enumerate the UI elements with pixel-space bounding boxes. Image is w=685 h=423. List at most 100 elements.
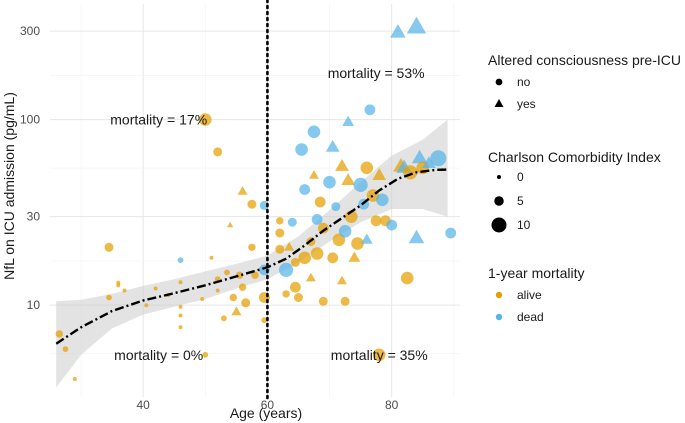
legend-key-color <box>495 313 503 321</box>
data-point-circle <box>310 247 324 260</box>
legend-key-circle <box>495 78 503 86</box>
data-point-triangle <box>341 173 356 185</box>
data-point-triangle <box>411 149 428 164</box>
y-tick-label: 100 <box>20 113 40 127</box>
data-point-circle <box>290 257 300 267</box>
legend-label: 10 <box>517 218 531 232</box>
data-point-circle <box>276 217 284 225</box>
data-point-circle <box>215 288 220 293</box>
legend-label: 0 <box>517 170 524 184</box>
data-point-circle <box>247 199 257 209</box>
data-point-circle <box>327 252 339 264</box>
data-point-circle <box>122 288 127 293</box>
data-point-circle <box>261 317 268 324</box>
data-point-circle <box>353 177 368 192</box>
legend-key-size <box>491 217 507 233</box>
data-point-circle <box>279 262 294 277</box>
data-point-circle <box>386 219 398 231</box>
data-point-circle <box>116 283 121 288</box>
data-point-circle <box>275 228 285 238</box>
y-axis-title: NfL on ICU admission (pg/mL) <box>1 92 17 280</box>
data-point-circle <box>360 161 374 175</box>
data-point-circle <box>376 193 389 207</box>
mortality-annotation: mortality = 17% <box>110 112 207 128</box>
data-point-circle <box>209 255 214 260</box>
legend-key-color <box>495 291 503 299</box>
data-point-circle <box>199 113 212 126</box>
legend-key-size <box>494 196 504 206</box>
x-tick-label: 40 <box>137 398 151 412</box>
data-point-circle <box>298 251 312 265</box>
y-tick-label: 30 <box>27 210 41 224</box>
legend-label: yes <box>517 97 536 111</box>
data-point-circle <box>364 104 376 116</box>
data-point-circle <box>153 286 158 291</box>
x-tick-label: 60 <box>261 398 275 412</box>
data-point-triangle <box>360 233 373 244</box>
data-point-triangle <box>237 186 248 195</box>
data-point-circle <box>338 225 352 238</box>
data-point-triangle <box>227 221 234 228</box>
legend: Altered consciousness pre-ICU no yes Charls… <box>488 52 681 324</box>
data-point-triangle <box>305 272 316 282</box>
data-point-triangle <box>372 168 387 180</box>
data-point-circle <box>229 293 237 302</box>
data-point-circle <box>331 202 341 212</box>
data-point-circle <box>224 269 230 276</box>
smooth-curve-layer <box>55 168 448 345</box>
data-point-triangle <box>284 242 295 251</box>
legend-label: no <box>517 75 531 89</box>
data-point-circle <box>282 290 290 298</box>
data-point-circle <box>178 313 183 318</box>
x-tick-label: 80 <box>385 398 399 412</box>
y-tick-label: 10 <box>27 298 41 312</box>
ticks-layer: 40 60 80 10 30 100 300 <box>20 24 399 412</box>
data-point-triangle <box>390 24 406 38</box>
data-point-triangle <box>348 251 361 262</box>
data-point-circle <box>311 214 323 225</box>
data-point-circle <box>178 280 183 285</box>
data-point-circle <box>275 244 285 254</box>
mortality-annotation: mortality = 53% <box>328 65 425 81</box>
data-point-circle <box>251 271 259 279</box>
data-point-circle <box>294 293 303 302</box>
data-point-circle <box>241 298 251 308</box>
data-point-circle <box>238 283 247 291</box>
data-point-triangle <box>408 229 425 244</box>
legend-label: 5 <box>517 194 524 208</box>
legend-label: dead <box>517 310 544 324</box>
data-point-circle <box>287 217 297 227</box>
legend-title: Charlson Comorbidity Index <box>488 149 661 165</box>
data-point-circle <box>213 147 223 157</box>
data-point-circle <box>318 296 328 306</box>
legend-title: Altered consciousness pre-ICU <box>488 52 681 68</box>
data-point-triangle <box>335 159 349 171</box>
data-point-circle <box>55 330 63 338</box>
legend-label: alive <box>517 288 542 302</box>
data-point-circle <box>400 271 414 285</box>
x-axis-title: Age (years) <box>230 405 302 421</box>
data-point-circle <box>340 296 350 306</box>
data-point-circle <box>314 196 326 208</box>
data-point-triangle <box>337 275 347 285</box>
data-point-circle <box>370 215 382 227</box>
data-point-circle <box>106 294 112 301</box>
data-point-circle <box>317 222 329 234</box>
data-point-circle <box>295 143 308 156</box>
data-point-circle <box>178 325 183 330</box>
data-point-triangle <box>325 139 340 152</box>
mortality-annotation: mortality = 35% <box>331 347 428 363</box>
data-point-triangle <box>406 16 427 34</box>
data-point-circle <box>221 315 227 322</box>
annotations-layer: mortality = 17% mortality = 53% mortality … <box>110 65 427 363</box>
data-point-circle <box>144 303 149 308</box>
data-point-triangle <box>342 115 355 126</box>
data-point-triangle <box>422 156 436 168</box>
data-point-circle <box>430 150 447 167</box>
data-point-circle <box>445 227 457 239</box>
data-point-circle <box>104 242 114 252</box>
data-point-circle <box>202 351 209 358</box>
legend-title: 1-year mortality <box>488 265 584 281</box>
data-point-circle <box>351 237 364 250</box>
